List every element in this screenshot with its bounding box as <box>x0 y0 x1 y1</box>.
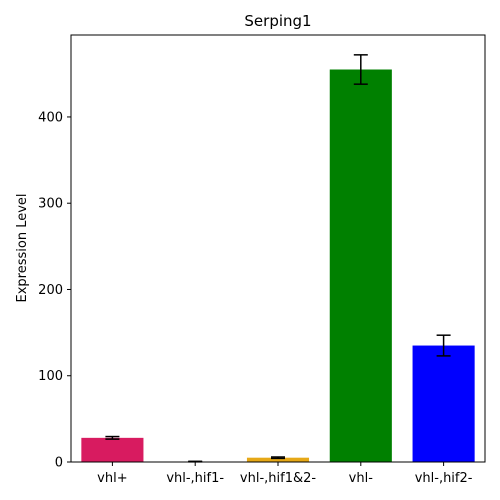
y-tick-label-3: 300 <box>38 197 63 212</box>
x-tick-label-1: vhl-,hif1- <box>166 471 224 486</box>
y-tick-label-2: 200 <box>38 283 63 298</box>
bar-0 <box>81 437 144 462</box>
bar-2 <box>246 457 310 462</box>
x-tick-label-0: vhl+ <box>97 471 127 486</box>
y-tick-label-1: 100 <box>38 369 63 384</box>
y-tick-label-0: 0 <box>55 456 63 471</box>
y-axis-label: Expression Level <box>15 193 30 302</box>
y-tick-label-4: 400 <box>38 110 63 125</box>
x-tick-label-2: vhl-,hif1&2- <box>240 471 316 486</box>
chart-title: Serping1 <box>244 12 311 30</box>
plot-area: vhl+ vhl-,hif1- vhl-,hif1&2- vhl-vhl-,hif2-… <box>38 54 475 486</box>
x-tick-label-3: vhl- <box>349 471 374 486</box>
bar-3 <box>329 69 392 462</box>
x-tick-label-4: vhl-,hif2- <box>415 471 473 486</box>
bar-4 <box>412 345 475 462</box>
plot-frame <box>70 34 486 463</box>
